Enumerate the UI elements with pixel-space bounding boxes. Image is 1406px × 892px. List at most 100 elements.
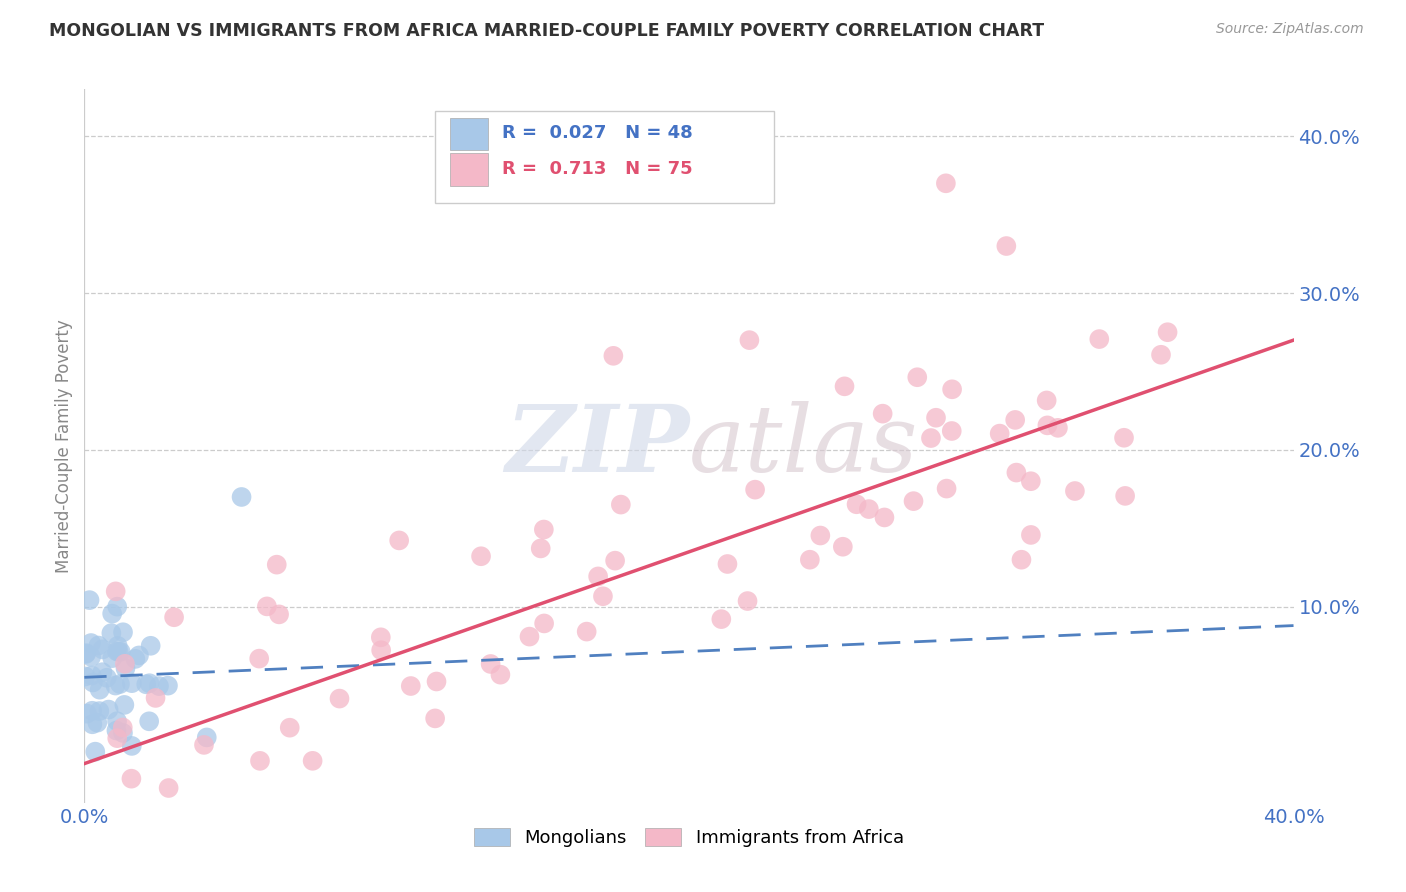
Point — [935, 176, 957, 190]
Y-axis label: Married-Couple Family Poverty: Married-Couple Family Poverty — [55, 319, 73, 573]
Point — [988, 426, 1011, 441]
Point — [82, 717, 104, 731]
Point — [903, 494, 925, 508]
Point — [592, 589, 614, 603]
Point — [193, 738, 215, 752]
Point — [388, 533, 411, 548]
Point — [124, 652, 146, 666]
Point — [111, 726, 134, 740]
Point — [935, 482, 957, 496]
Point — [135, 677, 157, 691]
Point — [1088, 332, 1111, 346]
Point — [231, 490, 253, 504]
Point — [941, 424, 963, 438]
Point — [575, 624, 598, 639]
Point — [89, 704, 111, 718]
Point — [247, 651, 270, 665]
Text: R =  0.027   N = 48: R = 0.027 N = 48 — [502, 125, 692, 143]
Point — [1156, 325, 1178, 339]
Point — [148, 679, 170, 693]
Point — [80, 649, 103, 664]
Point — [97, 702, 120, 716]
Point — [744, 483, 766, 497]
Point — [278, 721, 301, 735]
Point — [1114, 489, 1136, 503]
Point — [82, 675, 104, 690]
Point — [121, 739, 143, 753]
Point — [1019, 474, 1042, 488]
Point — [834, 379, 856, 393]
Point — [110, 645, 132, 659]
Point — [1004, 413, 1026, 427]
Point — [602, 349, 624, 363]
Point — [163, 610, 186, 624]
Point — [470, 549, 492, 564]
Point — [111, 625, 134, 640]
Point — [256, 599, 278, 614]
Point — [1011, 552, 1033, 566]
Point — [114, 657, 136, 671]
Point — [89, 863, 111, 877]
Point — [905, 370, 928, 384]
Point — [479, 657, 502, 671]
Point — [75, 669, 97, 683]
Bar — [450, 153, 488, 186]
Point — [89, 682, 111, 697]
Point — [105, 723, 128, 738]
Point — [425, 674, 447, 689]
Text: R =  0.713   N = 75: R = 0.713 N = 75 — [502, 161, 692, 178]
Point — [128, 648, 150, 663]
Point — [799, 552, 821, 566]
Point — [519, 630, 541, 644]
Point — [84, 745, 107, 759]
Point — [1019, 528, 1042, 542]
Point — [328, 691, 350, 706]
Point — [108, 677, 131, 691]
Point — [530, 541, 553, 556]
Point — [91, 665, 114, 680]
Point — [139, 639, 162, 653]
Point — [1005, 466, 1028, 480]
Point — [82, 704, 104, 718]
Point — [925, 410, 948, 425]
Point — [1046, 421, 1069, 435]
Point — [266, 558, 288, 572]
Point — [301, 754, 323, 768]
Point — [107, 645, 129, 659]
Point — [710, 612, 733, 626]
Point — [111, 721, 134, 735]
Text: MONGOLIAN VS IMMIGRANTS FROM AFRICA MARRIED-COUPLE FAMILY POVERTY CORRELATION CH: MONGOLIAN VS IMMIGRANTS FROM AFRICA MARR… — [49, 22, 1045, 40]
Point — [249, 754, 271, 768]
Point — [737, 594, 759, 608]
Point — [87, 639, 110, 653]
Point — [100, 626, 122, 640]
Point — [75, 646, 97, 660]
Point — [269, 607, 291, 622]
Point — [1112, 431, 1135, 445]
Point — [995, 239, 1018, 253]
Point — [86, 715, 108, 730]
Point — [858, 502, 880, 516]
Point — [75, 647, 97, 661]
Point — [610, 498, 633, 512]
Point — [399, 679, 422, 693]
Point — [195, 731, 218, 745]
Point — [716, 557, 738, 571]
Point — [370, 630, 392, 644]
Point — [80, 668, 103, 682]
Bar — [450, 118, 488, 150]
Point — [533, 523, 555, 537]
Point — [114, 661, 136, 675]
Point — [101, 651, 124, 665]
Point — [873, 510, 896, 524]
Point — [80, 636, 103, 650]
Point — [76, 706, 98, 721]
Point — [941, 382, 963, 396]
Point — [138, 714, 160, 729]
FancyBboxPatch shape — [434, 111, 773, 203]
Point — [738, 333, 761, 347]
Point — [104, 679, 127, 693]
Text: ZIP: ZIP — [505, 401, 689, 491]
Text: atlas: atlas — [689, 401, 918, 491]
Point — [96, 671, 118, 685]
